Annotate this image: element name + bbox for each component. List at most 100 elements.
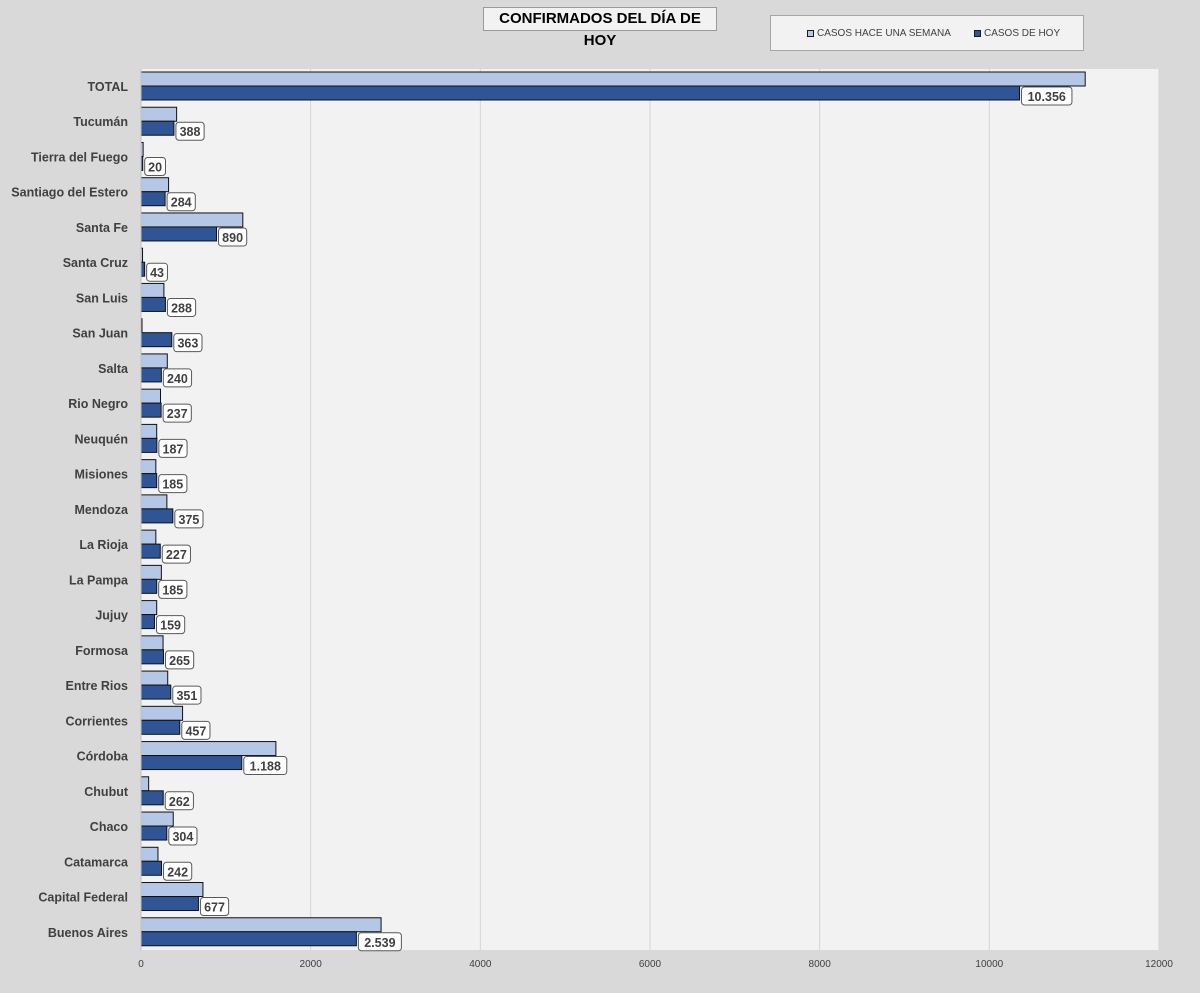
category-label: Jujuy [95, 609, 128, 623]
data-label-box [168, 826, 198, 846]
category-label: Chaco [90, 820, 129, 834]
data-label-box [163, 861, 193, 881]
data-label: 159 [160, 619, 181, 633]
x-tick-label: 0 [138, 959, 144, 970]
bar-week-ago [140, 353, 168, 369]
data-label: 242 [167, 865, 188, 879]
x-tick-label: 4000 [469, 959, 492, 970]
category-label: TOTAL [87, 80, 128, 94]
bar-today [140, 790, 164, 806]
bar-week-ago [140, 846, 159, 862]
bar-today [140, 931, 357, 947]
category-label: Santiago del Estero [11, 186, 128, 200]
bar-today [140, 437, 158, 453]
legend-swatch-today [974, 30, 981, 37]
data-label-box [158, 438, 188, 458]
category-label: Rio Negro [68, 397, 128, 411]
bar-week-ago [140, 564, 162, 580]
category-label: Buenos Aires [48, 926, 128, 940]
data-label-box [164, 650, 195, 670]
data-label: 10.356 [1028, 90, 1066, 104]
bar-today [140, 684, 172, 700]
x-tick-label: 12000 [1145, 959, 1173, 970]
data-label: 375 [178, 513, 199, 527]
bar-today [140, 191, 166, 207]
category-label: La Pampa [69, 573, 129, 587]
category-label: Santa Fe [76, 221, 128, 235]
bar-today [140, 896, 199, 912]
x-axis-ticks: 0 2000 4000 6000 8000 10000 12000 [138, 959, 1173, 970]
bar-week-ago [140, 600, 158, 616]
bar-today [140, 85, 1021, 101]
data-label: 20 [148, 160, 162, 174]
category-label: Corrientes [65, 714, 128, 728]
category-label: Capital Federal [38, 891, 128, 905]
data-label-box [218, 227, 248, 247]
data-label-box [357, 932, 402, 952]
data-label-box [162, 403, 192, 423]
data-label: 304 [172, 830, 193, 844]
bar-today [140, 332, 173, 348]
bar-week-ago [140, 71, 1086, 87]
data-label: 677 [204, 901, 225, 915]
category-label: Neuquén [75, 432, 128, 446]
data-label-box [243, 756, 288, 776]
bar-today [140, 578, 158, 594]
legend: CASOS HACE UNA SEMANA CASOS DE HOY [770, 15, 1084, 51]
data-label: 363 [177, 337, 198, 351]
bar-week-ago [140, 423, 158, 439]
bar-today [140, 825, 168, 841]
bar-week-ago [140, 177, 170, 193]
data-label-box [166, 192, 196, 212]
bar-today [140, 719, 181, 735]
bar-week-ago [140, 917, 382, 933]
category-label: Tucumán [73, 115, 128, 129]
bar-today [140, 649, 164, 665]
data-label: 284 [171, 196, 192, 210]
x-tick-label: 10000 [975, 959, 1003, 970]
data-label: 187 [163, 442, 184, 456]
data-label-box [158, 474, 188, 494]
category-label: Tierra del Fuego [31, 150, 128, 164]
bar-week-ago [140, 670, 169, 686]
data-label: 185 [162, 583, 183, 597]
gridlines [310, 69, 1160, 950]
chart-title: CONFIRMADOS DEL DÍA DE HOY [483, 7, 717, 49]
data-label: 43 [150, 266, 164, 280]
data-label: 890 [222, 231, 243, 245]
data-label: 185 [162, 478, 183, 492]
bar-week-ago [140, 882, 204, 898]
data-label: 227 [166, 548, 187, 562]
category-label: San Juan [72, 327, 128, 341]
bar-today [140, 755, 243, 771]
bar-today [140, 543, 161, 559]
category-label: San Luis [76, 291, 128, 305]
bar-today [140, 120, 175, 136]
bar-today [140, 614, 155, 630]
x-tick-label: 2000 [300, 959, 323, 970]
bar-week-ago [140, 212, 244, 228]
data-label-box [199, 897, 230, 917]
data-label-box [144, 156, 166, 176]
bar-week-ago [140, 459, 157, 475]
bar-week-ago [140, 635, 164, 651]
category-label: Formosa [75, 644, 129, 658]
category-label: Córdoba [77, 750, 129, 764]
category-label: Chubut [84, 785, 129, 799]
bar-today [140, 860, 163, 876]
data-label-box [162, 368, 193, 388]
bar-week-ago [140, 388, 162, 404]
data-label: 237 [167, 407, 188, 421]
bar-week-ago [140, 811, 174, 827]
category-label: Entre Rios [65, 679, 128, 693]
category-label: Misiones [75, 468, 129, 482]
data-label: 388 [180, 125, 201, 139]
bar-today [140, 367, 162, 383]
data-label: 457 [185, 724, 206, 738]
legend-label-week-ago: CASOS HACE UNA SEMANA [817, 28, 951, 39]
data-label-box [161, 544, 191, 564]
category-label: La Rioja [79, 538, 129, 552]
data-label: 351 [176, 689, 197, 703]
data-label-box [173, 333, 203, 353]
